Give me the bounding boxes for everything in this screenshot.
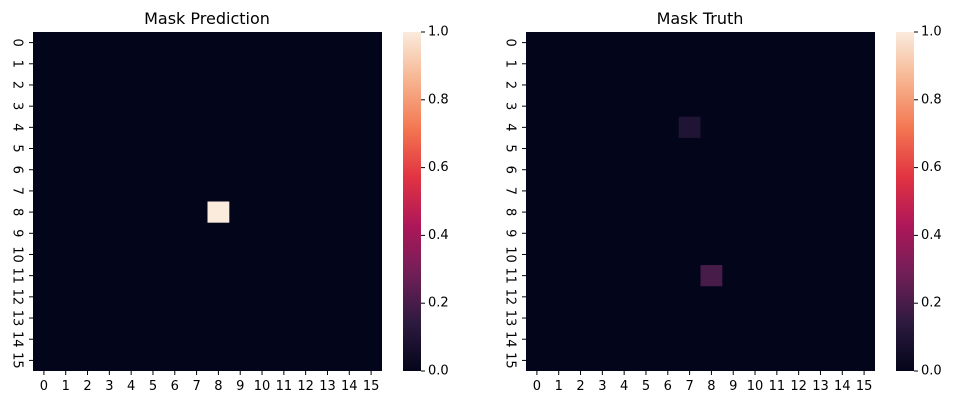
x-tick-label: 10 <box>254 379 271 394</box>
y-tick-label: 11 <box>10 267 25 284</box>
y-tick-label: 1 <box>10 60 25 68</box>
x-tick-label: 10 <box>747 379 764 394</box>
x-tick-label: 8 <box>707 379 715 394</box>
x-tick-label: 6 <box>171 379 179 394</box>
x-axis: 0 1 2 3 4 5 6 7 8 9 10 11 12 13 14 15 <box>40 371 380 394</box>
x-tick-label: 1 <box>62 379 70 394</box>
x-tick-label: 11 <box>769 379 786 394</box>
x-tick-label: 0 <box>533 379 541 394</box>
heatmap-background <box>526 32 875 371</box>
heatmap-cell <box>207 201 230 223</box>
x-tick-label: 8 <box>214 379 222 394</box>
x-tick-label: 9 <box>236 379 244 394</box>
colorbar-axis: 0.0 0.2 0.4 0.6 0.8 1.0 <box>421 25 449 379</box>
colorbar-tick-label: 0.4 <box>428 228 449 243</box>
x-tick-label: 3 <box>598 379 606 394</box>
colorbar <box>403 32 421 371</box>
colorbar-tick-label: 0.8 <box>921 92 942 107</box>
y-tick-label: 15 <box>10 352 25 369</box>
colorbar-tick-label: 0.6 <box>428 160 449 175</box>
heatmap-cell <box>700 265 723 287</box>
x-tick-label: 6 <box>664 379 672 394</box>
colorbar-tick-label: 0.2 <box>428 296 449 311</box>
colorbar <box>896 32 914 371</box>
x-axis: 0 1 2 3 4 5 6 7 8 9 10 11 12 13 14 15 <box>533 371 873 394</box>
x-tick-label: 5 <box>149 379 157 394</box>
y-tick-label: 6 <box>10 166 25 174</box>
x-tick-label: 15 <box>363 379 380 394</box>
y-tick-label: 13 <box>503 310 518 327</box>
heatmap-cells <box>526 32 875 371</box>
colorbar-tick-label: 0.0 <box>428 364 449 379</box>
y-tick-label: 2 <box>10 81 25 89</box>
y-tick-label: 1 <box>503 60 518 68</box>
x-tick-label: 5 <box>642 379 650 394</box>
y-tick-label: 3 <box>10 102 25 110</box>
y-tick-label: 12 <box>503 289 518 306</box>
x-tick-label: 0 <box>40 379 48 394</box>
y-tick-label: 3 <box>503 102 518 110</box>
x-tick-label: 12 <box>297 379 314 394</box>
heatmap-cell <box>678 116 701 138</box>
x-tick-label: 7 <box>685 379 693 394</box>
colorbar-tick-label: 0.4 <box>921 228 942 243</box>
x-tick-label: 12 <box>790 379 807 394</box>
colorbar-tick-label: 0.8 <box>428 92 449 107</box>
y-tick-label: 6 <box>503 166 518 174</box>
chart-title: Mask Truth <box>657 9 744 28</box>
y-tick-label: 13 <box>10 310 25 327</box>
colorbar-tick-label: 1.0 <box>428 25 449 40</box>
x-tick-label: 2 <box>83 379 91 394</box>
x-tick-label: 4 <box>620 379 628 394</box>
y-tick-label: 14 <box>503 331 518 348</box>
colorbar-axis: 0.0 0.2 0.4 0.6 0.8 1.0 <box>914 25 942 379</box>
x-tick-label: 14 <box>834 379 851 394</box>
x-tick-label: 13 <box>319 379 336 394</box>
colorbar-tick-label: 1.0 <box>921 25 942 40</box>
y-tick-label: 0 <box>503 38 518 46</box>
y-tick-label: 0 <box>10 38 25 46</box>
x-tick-label: 3 <box>105 379 113 394</box>
y-tick-label: 11 <box>503 267 518 284</box>
x-tick-label: 7 <box>192 379 200 394</box>
y-tick-label: 8 <box>10 208 25 216</box>
y-tick-label: 5 <box>503 144 518 152</box>
y-tick-label: 10 <box>503 246 518 263</box>
y-tick-label: 4 <box>10 123 25 131</box>
colorbar-tick-label: 0.0 <box>921 364 942 379</box>
y-tick-label: 7 <box>503 187 518 195</box>
y-tick-label: 9 <box>503 229 518 237</box>
y-tick-label: 9 <box>10 229 25 237</box>
x-tick-label: 15 <box>856 379 873 394</box>
y-tick-label: 10 <box>10 246 25 263</box>
heatmap-cells <box>33 32 382 371</box>
x-tick-label: 1 <box>555 379 563 394</box>
x-tick-label: 14 <box>341 379 358 394</box>
x-tick-label: 9 <box>729 379 737 394</box>
x-tick-label: 2 <box>576 379 584 394</box>
x-tick-label: 4 <box>127 379 135 394</box>
y-tick-label: 8 <box>503 208 518 216</box>
y-tick-label: 12 <box>10 289 25 306</box>
y-tick-label: 4 <box>503 123 518 131</box>
y-tick-label: 14 <box>10 331 25 348</box>
y-tick-label: 15 <box>503 352 518 369</box>
y-tick-label: 7 <box>10 187 25 195</box>
y-tick-label: 2 <box>503 81 518 89</box>
chart-title: Mask Prediction <box>144 9 270 28</box>
x-tick-label: 13 <box>812 379 829 394</box>
colorbar-tick-label: 0.6 <box>921 160 942 175</box>
colorbar-tick-label: 0.2 <box>921 296 942 311</box>
x-tick-label: 11 <box>276 379 293 394</box>
y-tick-label: 5 <box>10 144 25 152</box>
